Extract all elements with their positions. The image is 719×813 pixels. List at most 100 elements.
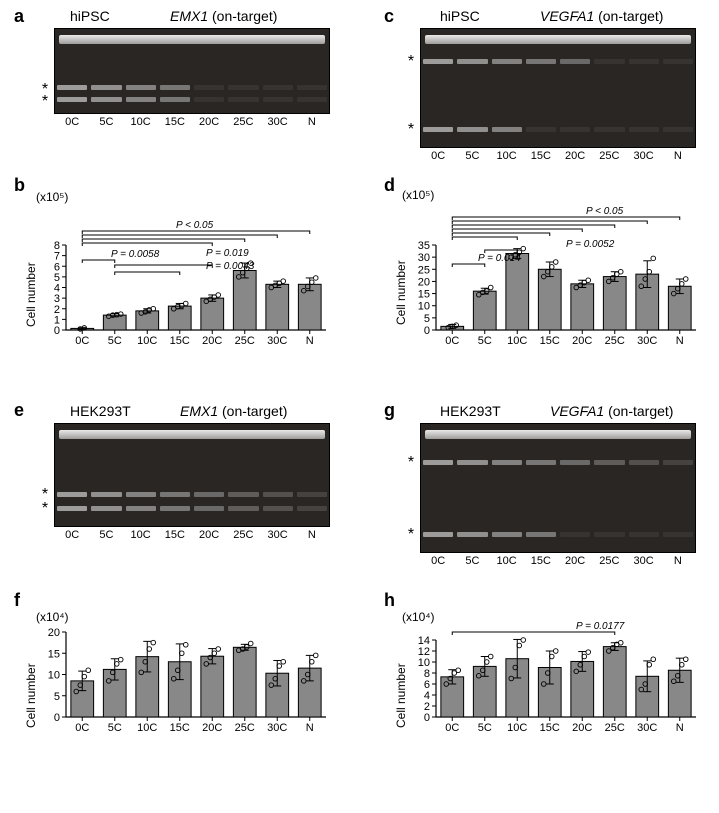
lane-label: 10C xyxy=(491,555,523,567)
lane-label: 0C xyxy=(422,555,454,567)
svg-text:25C: 25C xyxy=(605,722,625,734)
svg-text:8: 8 xyxy=(54,240,60,252)
svg-text:10: 10 xyxy=(418,301,430,313)
svg-text:25C: 25C xyxy=(235,335,255,347)
svg-text:10C: 10C xyxy=(137,335,157,347)
svg-text:25C: 25C xyxy=(235,722,255,734)
svg-text:15: 15 xyxy=(48,648,60,660)
lane-label: 25C xyxy=(593,150,625,162)
lane-label: 30C xyxy=(262,116,294,128)
chart-b: 0123456780C5C10C15C20C25C30CNP < 0.05P =… xyxy=(56,205,336,363)
panel-label-a: a xyxy=(14,6,24,27)
svg-text:N: N xyxy=(676,335,684,347)
gel-c-asterisk-1: * xyxy=(408,53,414,71)
gel-e-asterisk-2: * xyxy=(42,500,48,518)
svg-text:15C: 15C xyxy=(170,335,190,347)
gel-c: * * 0C5C10C15C20C25C30CN xyxy=(420,28,696,148)
lane-label: 30C xyxy=(628,555,660,567)
chart-f: 051015200C5C10C15C20C25C30CN xyxy=(56,620,336,753)
svg-text:15C: 15C xyxy=(540,335,560,347)
ylabel-d: Cell number xyxy=(394,260,408,325)
svg-text:30C: 30C xyxy=(637,722,657,734)
gel-c-gene: VEGFA1 (on-target) xyxy=(540,8,663,24)
svg-text:0C: 0C xyxy=(75,335,89,347)
svg-text:1: 1 xyxy=(54,314,60,326)
svg-text:15C: 15C xyxy=(540,722,560,734)
svg-text:0: 0 xyxy=(54,325,60,337)
svg-text:10: 10 xyxy=(48,670,60,682)
lane-label: 15C xyxy=(525,555,557,567)
svg-text:5C: 5C xyxy=(108,335,122,347)
lane-label: 5C xyxy=(90,529,122,541)
svg-text:35: 35 xyxy=(418,240,430,252)
svg-text:4: 4 xyxy=(424,690,430,702)
svg-text:P = 0.0043: P = 0.0043 xyxy=(206,261,255,272)
svg-text:0: 0 xyxy=(424,325,430,337)
panel-label-e: e xyxy=(14,400,24,421)
svg-text:P < 0.05: P < 0.05 xyxy=(586,206,624,217)
svg-text:25: 25 xyxy=(418,264,430,276)
svg-text:14: 14 xyxy=(418,635,430,647)
gel-a: * * 0C5C10C15C20C25C30CN xyxy=(54,28,330,114)
panel-label-d: d xyxy=(384,175,395,196)
svg-text:6: 6 xyxy=(424,679,430,691)
svg-text:4: 4 xyxy=(54,283,60,295)
lane-label: 20C xyxy=(559,555,591,567)
svg-text:20C: 20C xyxy=(202,722,222,734)
svg-text:5C: 5C xyxy=(478,722,492,734)
lane-label: 0C xyxy=(422,150,454,162)
ylabel-f: Cell number xyxy=(24,663,38,728)
panel-label-f: f xyxy=(14,590,20,611)
panel-label-h: h xyxy=(384,590,395,611)
chart-h: 024681012140C5C10C15C20C25C30CNP = 0.017… xyxy=(426,620,706,753)
svg-text:10: 10 xyxy=(418,657,430,669)
gel-g-cell: HEK293T xyxy=(440,403,501,419)
gel-c-cell: hiPSC xyxy=(440,8,480,24)
lane-label: 10C xyxy=(125,116,157,128)
ylabel-h: Cell number xyxy=(394,663,408,728)
gel-e-gene: EMX1 (on-target) xyxy=(180,403,287,419)
lane-label: 25C xyxy=(227,116,259,128)
lane-label: 20C xyxy=(193,529,225,541)
lane-label: 15C xyxy=(159,529,191,541)
lane-label: 20C xyxy=(559,150,591,162)
svg-text:7: 7 xyxy=(54,251,60,263)
svg-text:5C: 5C xyxy=(108,722,122,734)
svg-text:N: N xyxy=(306,722,314,734)
svg-text:0: 0 xyxy=(424,712,430,724)
lane-label: 0C xyxy=(56,116,88,128)
svg-text:20C: 20C xyxy=(202,335,222,347)
svg-text:30C: 30C xyxy=(267,335,287,347)
panel-label-c: c xyxy=(384,6,394,27)
lane-label: N xyxy=(296,529,328,541)
gel-g-gene: VEGFA1 (on-target) xyxy=(550,403,673,419)
scale-d: (x10⁵) xyxy=(402,188,434,202)
svg-text:8: 8 xyxy=(424,668,430,680)
svg-text:5: 5 xyxy=(54,691,60,703)
gel-a-cell: hiPSC xyxy=(70,8,110,24)
gel-e-cell: HEK293T xyxy=(70,403,131,419)
gel-a-gene: EMX1 (on-target) xyxy=(170,8,277,24)
svg-text:20C: 20C xyxy=(572,722,592,734)
lane-label: 0C xyxy=(56,529,88,541)
gel-e: * * 0C5C10C15C20C25C30CN xyxy=(54,423,330,527)
svg-text:20C: 20C xyxy=(572,335,592,347)
svg-text:P = 0.0177: P = 0.0177 xyxy=(576,621,625,632)
svg-text:P = 0.019: P = 0.019 xyxy=(206,248,249,259)
svg-text:30C: 30C xyxy=(267,722,287,734)
gel-g: * * 0C5C10C15C20C25C30CN xyxy=(420,423,696,553)
svg-text:2: 2 xyxy=(424,701,430,713)
gel-g-asterisk-1: * xyxy=(408,454,414,472)
svg-text:15: 15 xyxy=(418,289,430,301)
svg-text:12: 12 xyxy=(418,646,430,658)
svg-text:3: 3 xyxy=(54,293,60,305)
lane-label: 25C xyxy=(227,529,259,541)
svg-text:30: 30 xyxy=(418,252,430,264)
lane-label: 30C xyxy=(262,529,294,541)
lane-label: N xyxy=(296,116,328,128)
lane-label: 15C xyxy=(159,116,191,128)
svg-text:N: N xyxy=(676,722,684,734)
lane-label: 25C xyxy=(593,555,625,567)
gel-g-asterisk-2: * xyxy=(408,526,414,544)
svg-text:P < 0.05: P < 0.05 xyxy=(176,220,214,231)
